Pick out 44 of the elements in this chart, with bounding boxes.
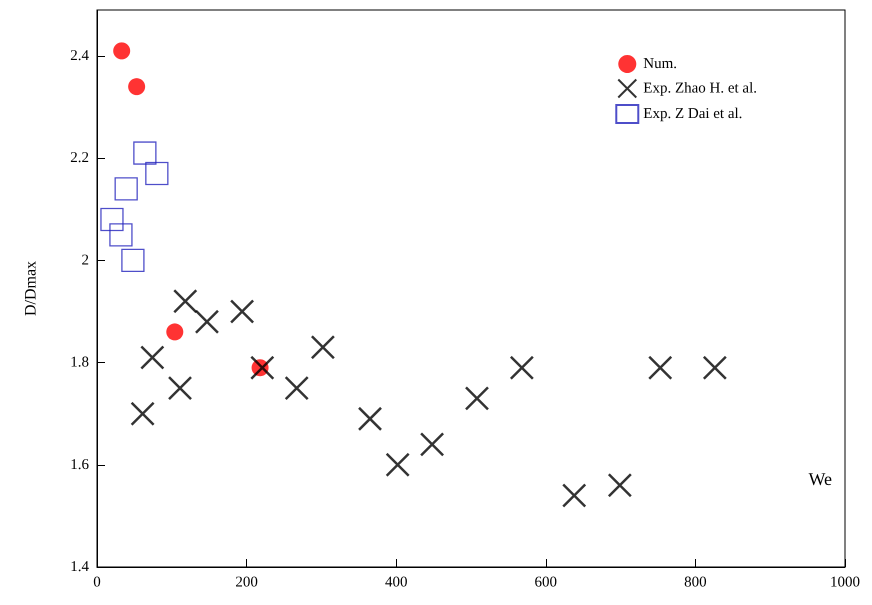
- x-tick-label: 600: [534, 574, 558, 590]
- legend-label: Num.: [643, 56, 678, 72]
- point: [128, 78, 146, 96]
- point: [114, 177, 138, 201]
- point: [358, 406, 382, 432]
- point: [310, 335, 336, 360]
- point: [230, 299, 254, 324]
- point: [648, 355, 672, 380]
- point: [420, 432, 444, 457]
- x-tick-label: 0: [93, 574, 101, 590]
- point: [100, 208, 124, 232]
- point: [121, 248, 145, 272]
- y-tick-label: 1.6: [70, 456, 90, 473]
- y-tick-label: 2.2: [70, 150, 89, 166]
- y-tick-label: 2: [82, 252, 89, 268]
- legend-label: Exp. Zhao H. et al.: [643, 80, 758, 96]
- y-tick-label: 1.4: [70, 559, 90, 575]
- y-tick-label: 2.4: [70, 48, 90, 64]
- point: [385, 452, 410, 478]
- point: [702, 355, 728, 380]
- point: [510, 355, 534, 380]
- point: [113, 42, 130, 60]
- x-tick-label: 400: [384, 574, 408, 590]
- point: [109, 223, 133, 246]
- x-tick-label: 1000: [830, 574, 860, 590]
- point: [464, 386, 490, 411]
- point: [133, 141, 157, 165]
- point: [608, 472, 632, 498]
- point: [250, 355, 275, 380]
- point: [562, 483, 586, 508]
- point: [130, 401, 155, 426]
- point: [173, 289, 198, 314]
- y-tick-label: 1.8: [70, 354, 89, 371]
- point: [166, 323, 184, 340]
- x-tick-label: 200: [235, 574, 258, 590]
- x-tick-label: 800: [684, 574, 707, 590]
- point: [168, 376, 192, 400]
- point: [140, 345, 165, 370]
- y-axis-title: D/Dmax: [22, 260, 40, 316]
- point: [284, 376, 309, 400]
- point: [145, 162, 168, 186]
- x-axis-title: We: [808, 469, 832, 489]
- point: [194, 309, 220, 334]
- legend-label: Exp. Z Dai et al.: [643, 106, 742, 122]
